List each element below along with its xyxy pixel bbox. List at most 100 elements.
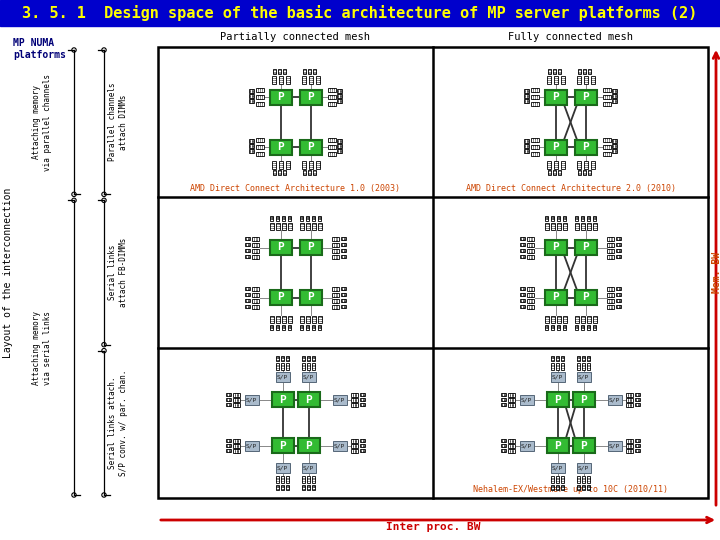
Bar [587, 215, 590, 220]
Bar [233, 403, 240, 407]
Bar [520, 287, 525, 290]
Bar [360, 449, 365, 453]
Bar [531, 145, 539, 149]
Bar [271, 76, 276, 84]
Bar [607, 248, 614, 253]
Bar [556, 476, 559, 483]
Bar [276, 463, 289, 474]
Bar [508, 439, 515, 443]
Bar [278, 69, 282, 74]
Bar [531, 138, 539, 142]
Bar [527, 242, 534, 246]
Bar [328, 88, 336, 92]
Bar [252, 299, 259, 302]
Bar [575, 240, 596, 255]
Bar [581, 215, 584, 220]
Bar [270, 215, 273, 220]
Bar [256, 88, 264, 92]
Bar [328, 152, 336, 156]
Bar [635, 444, 640, 447]
Bar [587, 485, 590, 490]
Bar [249, 94, 254, 98]
Bar [612, 99, 617, 103]
Bar [607, 287, 614, 291]
Bar [524, 139, 529, 143]
Text: P: P [554, 395, 561, 405]
Bar [575, 325, 578, 329]
Bar [603, 152, 611, 156]
Bar [306, 325, 309, 329]
Bar [245, 243, 250, 246]
Bar [252, 237, 259, 240]
Bar [351, 398, 358, 402]
Text: P: P [582, 242, 589, 253]
Bar [577, 76, 580, 84]
Bar [351, 393, 358, 396]
Bar [300, 90, 322, 105]
Bar [297, 438, 320, 454]
Bar [256, 152, 264, 156]
Bar [332, 305, 339, 308]
Bar [546, 76, 551, 84]
Bar [351, 439, 358, 443]
Bar [575, 215, 578, 220]
Bar [332, 254, 339, 259]
Text: S/P: S/P [609, 443, 620, 448]
Bar [245, 293, 250, 296]
Text: Serial links
attach FB-DIMMs: Serial links attach FB-DIMMs [108, 238, 127, 307]
Text: P: P [552, 142, 559, 152]
Bar [551, 463, 564, 474]
Bar [616, 299, 621, 302]
Bar [520, 395, 534, 405]
Bar [332, 293, 339, 296]
Bar [302, 170, 306, 175]
Bar [312, 315, 315, 322]
Bar [608, 441, 621, 451]
Bar [587, 222, 590, 230]
Bar [282, 222, 286, 230]
Bar [276, 325, 279, 329]
Text: P: P [580, 441, 587, 451]
Bar [269, 290, 292, 305]
Bar [635, 393, 640, 396]
Bar [607, 254, 614, 259]
Bar [551, 485, 554, 490]
Bar [556, 485, 559, 490]
Bar [545, 215, 548, 220]
Bar [616, 255, 621, 258]
Bar [302, 356, 305, 361]
Bar [249, 150, 254, 153]
Bar [551, 222, 554, 230]
Text: P: P [552, 92, 559, 102]
Bar [307, 356, 310, 361]
Bar [612, 150, 617, 153]
Bar [341, 255, 346, 258]
Bar [580, 315, 585, 322]
Bar [360, 444, 365, 447]
Bar [593, 315, 596, 322]
Bar [337, 90, 342, 93]
Bar [307, 69, 311, 74]
Bar [635, 403, 640, 406]
Bar [546, 161, 551, 168]
Bar [269, 222, 274, 230]
Bar [341, 237, 346, 240]
Bar [305, 222, 310, 230]
Bar [269, 240, 292, 255]
Bar [607, 237, 614, 240]
Bar [281, 363, 284, 370]
Bar [577, 356, 580, 361]
Bar [276, 356, 279, 361]
Bar [553, 69, 557, 74]
Bar [337, 150, 342, 153]
Bar [256, 102, 264, 106]
Bar [580, 222, 585, 230]
Bar [607, 299, 614, 302]
Bar [587, 476, 590, 483]
Bar [351, 449, 358, 453]
Bar [524, 150, 529, 153]
Bar [635, 440, 640, 442]
Bar [556, 356, 559, 361]
Bar [544, 315, 549, 322]
Bar [607, 242, 614, 246]
